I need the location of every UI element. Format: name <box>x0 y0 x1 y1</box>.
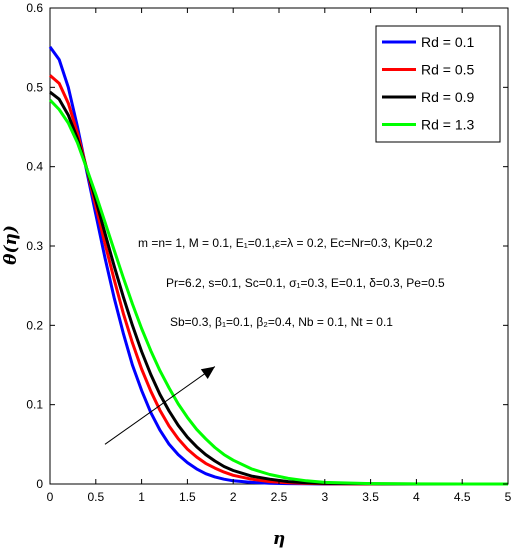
legend: Rd = 0.1 Rd = 0.5 Rd = 0.9 Rd = 1.3 <box>375 25 501 143</box>
series-line-4 <box>48 98 508 486</box>
y-tick-label: 0.2 <box>26 318 43 332</box>
x-tick-label: 5 <box>505 490 512 504</box>
y-tick-label: 0.5 <box>26 80 43 94</box>
x-tick-label: 1 <box>138 490 145 504</box>
x-tick-label: 2 <box>230 490 237 504</box>
x-tick-label: 4 <box>413 490 420 504</box>
legend-label-2: Rd = 0.5 <box>421 62 475 78</box>
axis-ticks: 0 0.5 1 1.5 2 2.5 3 3.5 4 4.5 5 0 0.1 0.2 0.3 0.4 0.5 0.6 <box>26 1 511 504</box>
annotation-line-3: Sb=0.3, β₁=0.1, β₂=0.4, Nb = 0.1, Nt = 0… <box>170 315 393 329</box>
x-axis-title: η <box>273 529 285 549</box>
x-tick-label: 0 <box>47 490 54 504</box>
x-tick-label: 0.5 <box>87 490 104 504</box>
y-tick-label: 0.1 <box>26 398 43 412</box>
trend-arrow-head <box>200 366 215 379</box>
annotation-line-2: Pr=6.2, s=0.1, Sc=0.1, σ₁=0.3, E=0.1, δ=… <box>166 276 445 290</box>
x-tick-label: 2.5 <box>271 490 288 504</box>
x-tick-label: 4.5 <box>454 490 471 504</box>
y-tick-label: 0.4 <box>26 160 43 174</box>
annotation-line-1: m =n= 1, M = 0.1, E₁=0.1,ε=λ = 0.2, Ec=N… <box>138 236 433 250</box>
series-lines <box>48 46 508 486</box>
series-line-3 <box>49 90 508 486</box>
y-tick-label: 0.3 <box>26 239 43 253</box>
x-tick-label: 3.5 <box>362 490 379 504</box>
x-tick-label: 3 <box>321 490 328 504</box>
legend-box <box>375 25 501 143</box>
y-tick-label: 0 <box>36 477 43 491</box>
legend-label-4: Rd = 1.3 <box>421 117 475 133</box>
y-axis-title: θ(η) <box>1 225 21 265</box>
annotations: m =n= 1, M = 0.1, E₁=0.1,ε=λ = 0.2, Ec=N… <box>104 236 445 445</box>
legend-label-3: Rd = 0.9 <box>421 89 475 105</box>
y-tick-label: 0.6 <box>26 1 43 15</box>
legend-label-1: Rd = 0.1 <box>421 34 475 50</box>
trend-arrow-shaft <box>104 366 216 445</box>
x-tick-label: 1.5 <box>179 490 196 504</box>
